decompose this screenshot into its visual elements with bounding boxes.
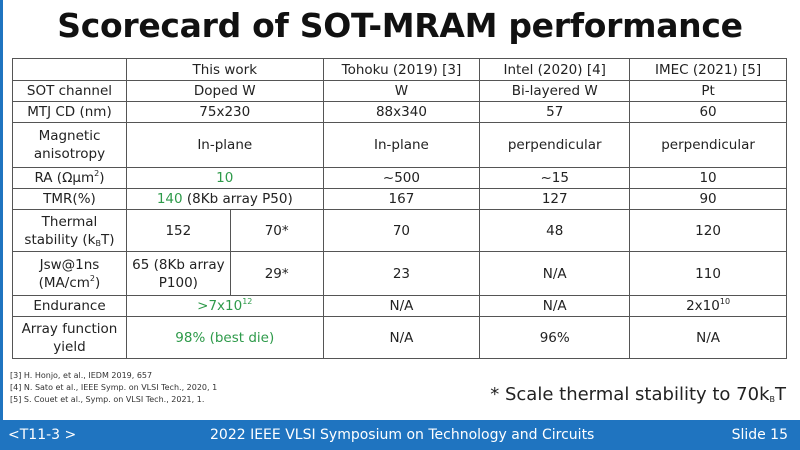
reference-item: [4] N. Sato et al., IEEE Symp. on VLSI T…	[10, 383, 218, 392]
cell-tohoku: ~500	[322, 167, 481, 189]
references: [3] H. Honjo, et al., IEDM 2019, 657 [4]…	[10, 370, 217, 406]
slide-title: Scorecard of SOT-MRAM performance	[57, 6, 743, 45]
cell-tohoku: N/A	[322, 316, 481, 359]
footnote: * Scale thermal stability to 70kBT	[490, 384, 786, 405]
cell-this-work: 152	[125, 209, 231, 252]
cell-this-work: 65 (8Kb array P100)	[125, 251, 231, 296]
header-intel: Intel (2020) [4]	[479, 58, 631, 81]
row-label: TMR(%)	[12, 188, 127, 210]
cell-intel: 127	[479, 188, 631, 210]
cell-intel: ~15	[479, 167, 631, 189]
row-label: RA (Ωμm2)	[12, 167, 127, 189]
cell-imec: perpendicular	[629, 122, 787, 168]
table-row: Thermal stability (kBT) 152 70* 70 48 12…	[12, 209, 787, 252]
cell-imec: 10	[629, 167, 787, 189]
row-label: Endurance	[12, 295, 127, 317]
header-cell	[12, 58, 127, 81]
table-row: TMR(%) 140 (8Kb array P50) 167 127 90	[12, 188, 787, 210]
table-row: MTJ CD (nm) 75x230 88x340 57 60	[12, 101, 787, 123]
cell-imec: N/A	[629, 316, 787, 359]
row-label: Array function yield	[12, 316, 127, 359]
row-label: Magnetic anisotropy	[12, 122, 127, 168]
conference-name: 2022 IEEE VLSI Symposium on Technology a…	[210, 427, 595, 443]
cell-this-work: 75x230	[125, 101, 324, 123]
cell-this-work: Doped W	[125, 80, 324, 102]
header-tohoku: Tohoku (2019) [3]	[322, 58, 481, 81]
header-this-work: This work	[125, 58, 324, 81]
cell-intel: N/A	[479, 251, 631, 296]
reference-item: [5] S. Couet et al., Symp. on VLSI Tech.…	[10, 395, 205, 404]
slide-frame	[0, 0, 3, 420]
cell-intel: 96%	[479, 316, 631, 359]
cell-tohoku: N/A	[322, 295, 481, 317]
cell-intel: N/A	[479, 295, 631, 317]
session-id: <T11-3 >	[8, 427, 77, 443]
table-row: SOT channel Doped W W Bi-layered W Pt	[12, 80, 787, 102]
table-row: RA (Ωμm2) 10 ~500 ~15 10	[12, 167, 787, 189]
footer-bar: <T11-3 > 2022 IEEE VLSI Symposium on Tec…	[0, 420, 800, 450]
cell-intel: Bi-layered W	[479, 80, 631, 102]
cell-intel: perpendicular	[479, 122, 631, 168]
cell-tohoku: 70	[322, 209, 481, 252]
cell-imec: 120	[629, 209, 787, 252]
slide-number: Slide 15	[731, 427, 788, 443]
cell-tohoku: 88x340	[322, 101, 481, 123]
reference-item: [3] H. Honjo, et al., IEDM 2019, 657	[10, 371, 153, 380]
row-label: Jsw@1ns (MA/cm2)	[12, 251, 127, 296]
cell-intel: 48	[479, 209, 631, 252]
cell-tohoku: 167	[322, 188, 481, 210]
cell-tohoku: In-plane	[322, 122, 481, 168]
cell-this-work: 140 (8Kb array P50)	[125, 188, 324, 210]
cell-tohoku: W	[322, 80, 481, 102]
cell-imec: 2x1010	[629, 295, 787, 317]
cell-tohoku: 23	[322, 251, 481, 296]
cell-imec: 60	[629, 101, 787, 123]
row-label: MTJ CD (nm)	[12, 101, 127, 123]
cell-this-work-scaled: 70*	[229, 209, 324, 252]
row-label: SOT channel	[12, 80, 127, 102]
cell-this-work: >7x1012	[125, 295, 324, 317]
cell-this-work: In-plane	[125, 122, 324, 168]
cell-this-work: 98% (best die)	[125, 316, 324, 359]
cell-this-work-scaled: 29*	[229, 251, 324, 296]
table-row: Jsw@1ns (MA/cm2) 65 (8Kb array P100) 29*…	[12, 251, 787, 296]
cell-imec: Pt	[629, 80, 787, 102]
row-label: Thermal stability (kBT)	[12, 209, 127, 252]
cell-intel: 57	[479, 101, 631, 123]
table-row: Array function yield 98% (best die) N/A …	[12, 316, 787, 359]
cell-this-work: 10	[125, 167, 324, 189]
scorecard-table: This work Tohoku (2019) [3] Intel (2020)…	[12, 58, 787, 359]
table-header-row: This work Tohoku (2019) [3] Intel (2020)…	[12, 58, 787, 81]
table-row: Endurance >7x1012 N/A N/A 2x1010	[12, 295, 787, 317]
table-row: Magnetic anisotropy In-plane In-plane pe…	[12, 122, 787, 168]
cell-imec: 110	[629, 251, 787, 296]
cell-imec: 90	[629, 188, 787, 210]
header-imec: IMEC (2021) [5]	[629, 58, 787, 81]
